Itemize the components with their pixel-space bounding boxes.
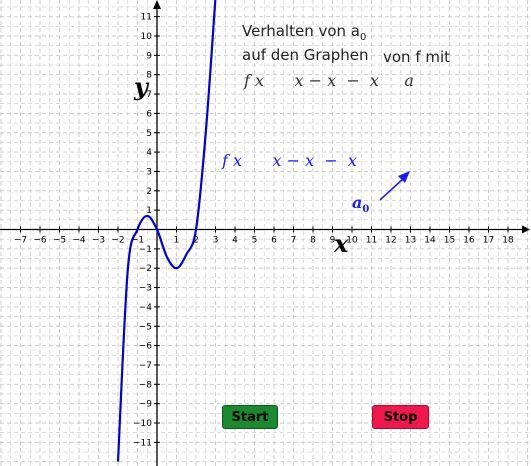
x-tick-label: 13	[405, 236, 416, 246]
y-tick-label: 7	[146, 90, 152, 100]
x-tick-label: −3	[92, 236, 105, 246]
arrow-icon	[379, 171, 410, 201]
x-tick-label: 11	[366, 236, 377, 246]
curve-formula-label: f x x − x − x	[222, 151, 357, 170]
x-tick-label: 2	[193, 236, 199, 246]
x-tick-label: 18	[502, 236, 514, 246]
title-line-2b: von f mit	[383, 48, 451, 66]
y-tick-label: 2	[146, 187, 152, 197]
x-tick-label: 5	[252, 236, 258, 246]
title-line-2: auf den Graphen	[242, 46, 369, 64]
x-tick-label: 16	[463, 236, 475, 246]
x-axis-arrowhead	[522, 225, 530, 234]
x-tick-label: −5	[53, 236, 66, 246]
x-tick-label: 15	[444, 236, 455, 246]
y-tick-label: −6	[139, 342, 153, 352]
y-tick-label: 4	[146, 148, 152, 158]
x-tick-label: 3	[213, 236, 219, 246]
y-tick-label: 1	[146, 206, 152, 216]
y-tick-label: 11	[141, 13, 152, 23]
x-tick-label: 14	[424, 236, 436, 246]
y-tick-label: −2	[139, 264, 152, 274]
x-tick-label: 1	[174, 236, 180, 246]
y-axis-arrowhead	[153, 0, 161, 9]
start-button[interactable]: Start	[222, 405, 278, 429]
x-tick-label: −4	[72, 236, 86, 246]
x-tick-label: 12	[385, 236, 396, 246]
y-tick-label: −7	[139, 361, 152, 371]
x-tick-label: −7	[14, 236, 27, 246]
y-tick-label: −5	[139, 322, 152, 332]
stop-button[interactable]: Stop	[372, 405, 429, 429]
parameter-a0-label[interactable]: a0	[352, 193, 370, 216]
y-tick-label: −8	[139, 380, 153, 390]
y-tick-label: −4	[139, 303, 153, 313]
x-tick-label: −1	[131, 236, 144, 246]
x-tick-label: 8	[310, 236, 316, 246]
x-tick-label: 10	[346, 236, 358, 246]
y-tick-label: −11	[133, 438, 152, 448]
x-tick-label: 4	[232, 236, 238, 246]
y-tick-label: −9	[139, 400, 153, 410]
y-tick-label: 8	[146, 71, 152, 81]
x-tick-label: −6	[33, 236, 47, 246]
y-tick-label: 9	[146, 51, 152, 61]
x-tick-label: 17	[483, 236, 494, 246]
x-axis-label: x	[333, 229, 349, 258]
y-axis-label: y	[133, 72, 150, 101]
y-tick-label: 6	[146, 109, 152, 119]
function-graph[interactable]	[116, 0, 217, 462]
y-tick-label: 10	[141, 32, 153, 42]
title-line-1: Verhalten von a0	[242, 22, 367, 43]
x-tick-label: 7	[291, 236, 297, 246]
y-tick-label: −3	[139, 284, 152, 294]
general-formula: f x x − x − x a	[244, 71, 414, 90]
y-tick-label: 5	[146, 129, 152, 139]
tick-labels: −7 −6 −5 −4 −3 −2 −1 1 2 3 4 5 6 7 8 9 10 11 12 13 14 15 16 17 1…	[14, 13, 514, 449]
x-tick-label: 6	[271, 236, 277, 246]
y-tick-label: −1	[139, 245, 152, 255]
x-tick-label: −2	[111, 236, 124, 246]
x-tick-label: 9	[330, 236, 336, 246]
y-tick-label: −10	[133, 419, 152, 429]
y-tick-label: 3	[146, 167, 152, 177]
series-line[interactable]	[116, 0, 217, 462]
